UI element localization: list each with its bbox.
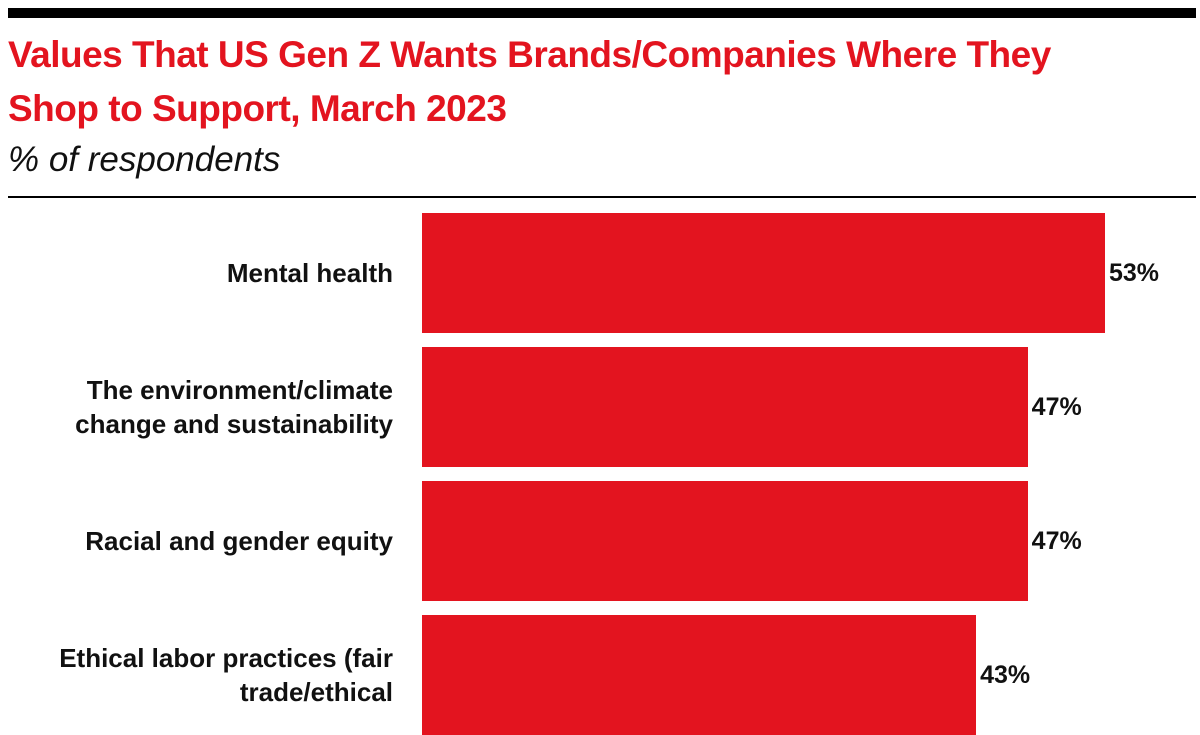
bar bbox=[422, 213, 1105, 333]
category-label: Racial and gender equity bbox=[85, 526, 393, 556]
bar bbox=[422, 347, 1028, 467]
bar bbox=[422, 615, 977, 735]
chart-title: Values That US Gen Z Wants Brands/Compan… bbox=[8, 34, 1051, 129]
bar bbox=[422, 481, 1028, 601]
category-label: The environment/climate change and susta… bbox=[75, 375, 393, 439]
value-label: 47% bbox=[1031, 526, 1082, 555]
value-label: 43% bbox=[980, 660, 1031, 689]
category-label: Mental health bbox=[226, 258, 393, 288]
chart-subtitle: % of respondents bbox=[8, 140, 281, 179]
category-label: Ethical labor practices (fair trade/ethi… bbox=[59, 643, 393, 707]
page: Values That US Gen Z Wants Brands/Compan… bbox=[8, 8, 1196, 735]
separator bbox=[8, 196, 1196, 198]
value-label: 53% bbox=[1109, 258, 1160, 287]
top-bar bbox=[8, 8, 1196, 18]
value-label: 47% bbox=[1031, 392, 1082, 421]
